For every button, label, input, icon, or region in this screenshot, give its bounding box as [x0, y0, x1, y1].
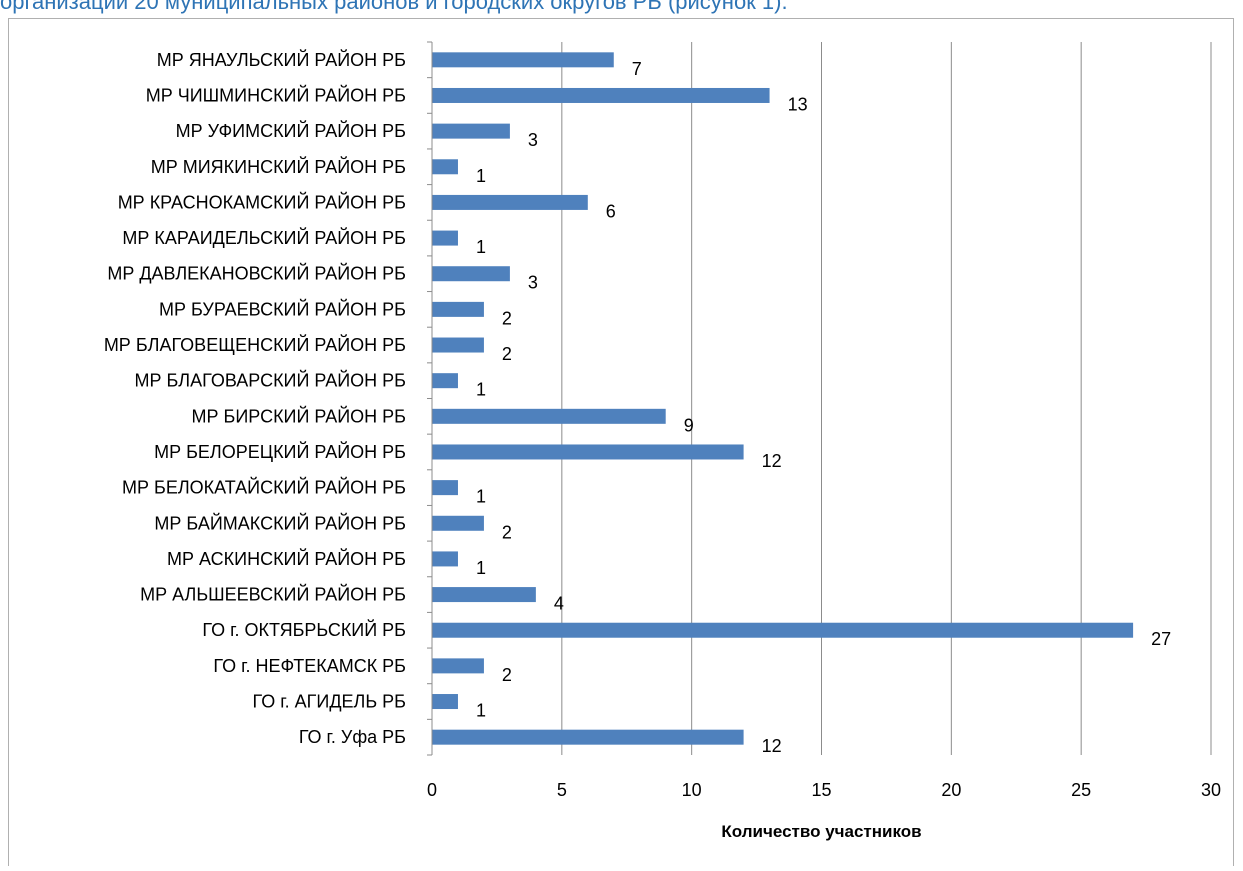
- bar: [432, 622, 1134, 638]
- category-label: ГО г. Уфа РБ: [299, 727, 406, 747]
- bar: [432, 408, 666, 424]
- category-label: МР МИЯКИНСКИЙ РАЙОН РБ: [151, 156, 406, 177]
- bar: [432, 159, 458, 175]
- bar: [432, 515, 484, 531]
- category-label: МР АСКИНСКИЙ РАЙОН РБ: [167, 548, 406, 569]
- bar: [432, 194, 588, 210]
- category-label: МР БИРСКИЙ РАЙОН РБ: [192, 405, 406, 426]
- category-label: МР БЕЛОРЕЦКИЙ РАЙОН РБ: [154, 441, 406, 462]
- data-label: 3: [528, 273, 538, 293]
- category-label: МР ЧИШМИНСКИЙ РАЙОН РБ: [146, 84, 406, 105]
- data-label: 12: [762, 736, 782, 756]
- data-label: 1: [476, 701, 486, 721]
- bar: [432, 123, 510, 139]
- x-tick-label: 25: [1071, 780, 1091, 800]
- category-label: МР ЯНАУЛЬСКИЙ РАЙОН РБ: [157, 49, 406, 70]
- bar: [432, 301, 484, 317]
- data-label: 1: [476, 237, 486, 257]
- bars: [432, 52, 1134, 745]
- bar: [432, 694, 458, 710]
- gridlines: [561, 42, 1212, 755]
- category-label: ГО г. АГИДЕЛЬ РБ: [253, 692, 406, 712]
- category-labels: МР ЯНАУЛЬСКИЙ РАЙОН РБ МР ЧИШМИНСКИЙ РАЙО…: [104, 49, 406, 747]
- bar: [432, 230, 458, 246]
- data-label: 7: [632, 59, 642, 79]
- data-label: 1: [476, 487, 486, 507]
- category-label: ГО г. ОКТЯБРЬСКИЙ РБ: [202, 619, 406, 640]
- bar: [432, 551, 458, 567]
- chart-frame: [8, 18, 1234, 866]
- x-tick-label: 20: [941, 780, 961, 800]
- category-label: МР БЛАГОВЕЩЕНСКИЙ РАЙОН РБ: [104, 334, 406, 355]
- data-label: 2: [502, 665, 512, 685]
- category-label: МР УФИМСКИЙ РАЙОН РБ: [176, 120, 406, 141]
- x-tick-label: 5: [557, 780, 567, 800]
- data-label: 1: [476, 558, 486, 578]
- x-axis-title: Количество участников: [721, 822, 921, 841]
- x-tick-label: 0: [427, 780, 437, 800]
- data-label: 4: [554, 594, 564, 614]
- category-label: МР КРАСНОКАМСКИЙ РАЙОН РБ: [118, 191, 406, 212]
- category-label: МР БЛАГОВАРСКИЙ РАЙОН РБ: [134, 370, 406, 391]
- data-label: 13: [788, 94, 808, 114]
- category-label: МР БАЙМАКСКИЙ РАЙОН РБ: [154, 512, 406, 533]
- data-label: 2: [502, 344, 512, 364]
- x-tick-label: 10: [682, 780, 702, 800]
- bar: [432, 729, 744, 745]
- x-tick-label: 15: [811, 780, 831, 800]
- data-label: 2: [502, 308, 512, 328]
- data-label: 1: [476, 380, 486, 400]
- bar: [432, 337, 484, 353]
- bar: [432, 444, 744, 460]
- data-label: 6: [606, 201, 616, 221]
- bar: [432, 87, 770, 103]
- document-caption: организации 20 муниципальных районов и г…: [0, 0, 788, 14]
- bar: [432, 480, 458, 496]
- data-label: 3: [528, 130, 538, 150]
- bar: [432, 52, 614, 68]
- bar: [432, 373, 458, 389]
- y-axis-ticks: [427, 41, 432, 756]
- data-label: 27: [1151, 629, 1171, 649]
- x-tick-labels: 0 5 10 15 20 25 30: [427, 780, 1221, 800]
- data-label: 2: [502, 522, 512, 542]
- category-label: МР КАРАИДЕЛЬСКИЙ РАЙОН РБ: [122, 227, 406, 248]
- data-label: 12: [762, 451, 782, 471]
- category-label: МР БУРАЕВСКИЙ РАЙОН РБ: [159, 298, 406, 319]
- bar: [432, 587, 536, 603]
- category-label: ГО г. НЕФТЕКАМСК РБ: [213, 656, 406, 676]
- bar: [432, 266, 510, 282]
- category-label: МР ДАВЛЕКАНОВСКИЙ РАЙОН РБ: [107, 263, 406, 284]
- data-label: 9: [684, 415, 694, 435]
- category-label: МР БЕЛОКАТАЙСКИЙ РАЙОН РБ: [122, 477, 406, 498]
- category-label: МР АЛЬШЕЕВСКИЙ РАЙОН РБ: [140, 584, 406, 605]
- bar: [432, 658, 484, 674]
- data-label: 1: [476, 166, 486, 186]
- x-tick-label: 30: [1201, 780, 1221, 800]
